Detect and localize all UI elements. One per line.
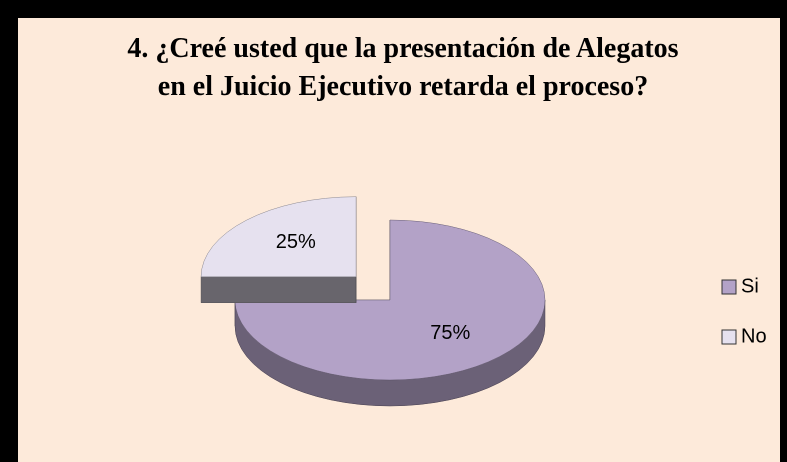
legend-swatch xyxy=(721,329,737,345)
chart-title: 4. ¿Creé usted que la presentación de Al… xyxy=(127,33,679,102)
data-label: 75% xyxy=(430,322,470,344)
data-label: 25% xyxy=(276,231,316,253)
slice xyxy=(200,196,357,277)
legend-label: No xyxy=(741,325,767,347)
legend-swatch xyxy=(721,279,737,295)
slice xyxy=(234,219,546,381)
slice-side xyxy=(200,276,357,303)
legend-label: Si xyxy=(741,275,759,297)
